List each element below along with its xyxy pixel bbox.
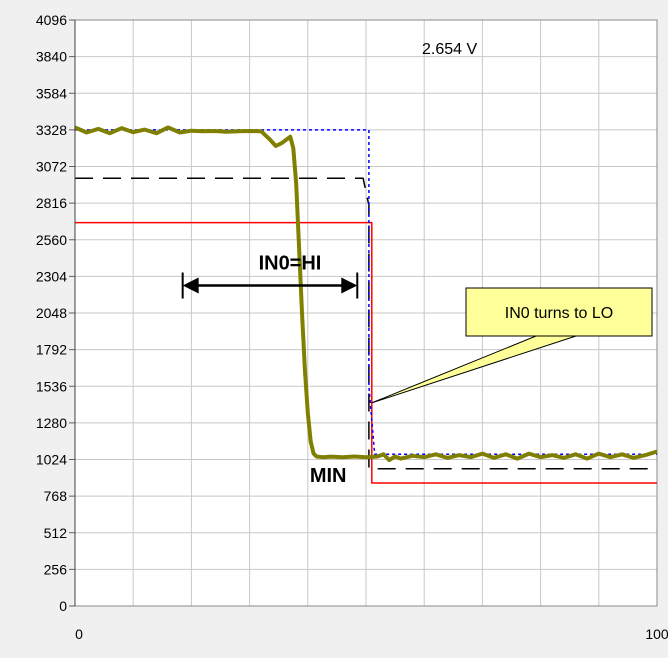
- x-tick-label: 100: [645, 626, 668, 642]
- y-axis: 0 256 512 768 1024 1280 1536 1792 2048 2304 2560 28…: [36, 12, 76, 614]
- y-tick-label: 3072: [36, 159, 67, 175]
- y-tick-label: 3584: [36, 85, 67, 101]
- series-signal-line: [74, 125, 658, 463]
- y-tick-label: 2048: [36, 305, 67, 321]
- y-tick-label: 768: [44, 488, 68, 504]
- series-layer: [74, 125, 658, 484]
- y-tick-label: 1024: [36, 452, 67, 468]
- annotations: IN0=HI MIN IN0 turns to LO: [181, 253, 653, 487]
- callout-text: IN0 turns to LO: [505, 305, 614, 322]
- voltage-readout: 2.654 V: [422, 41, 477, 58]
- y-tick-label: 2304: [36, 268, 67, 284]
- y-tick-label: 1792: [36, 342, 67, 358]
- hi-span-arrowhead-right: [341, 277, 358, 294]
- series-limit-line: [75, 221, 657, 484]
- y-tick-label: 512: [44, 525, 68, 541]
- x-tick-label: 0: [75, 626, 83, 642]
- y-tick-label: 1536: [36, 378, 67, 394]
- hi-span-arrowhead-left: [182, 277, 199, 294]
- y-tick-label: 0: [59, 598, 67, 614]
- min-label: MIN: [310, 465, 347, 487]
- y-tick-label: 3328: [36, 122, 67, 138]
- y-tick-label: 256: [44, 561, 68, 577]
- y-tick-label: 1280: [36, 415, 67, 431]
- y-tick-label: 3840: [36, 49, 67, 65]
- x-axis: 0 100: [75, 626, 668, 642]
- series-threshold-line: [75, 177, 657, 470]
- y-tick-label: 2816: [36, 195, 67, 211]
- y-tick-label: 2560: [36, 232, 67, 248]
- y-tick-label: 4096: [36, 12, 67, 28]
- hi-label: IN0=HI: [259, 253, 322, 275]
- callout-box: [465, 287, 653, 337]
